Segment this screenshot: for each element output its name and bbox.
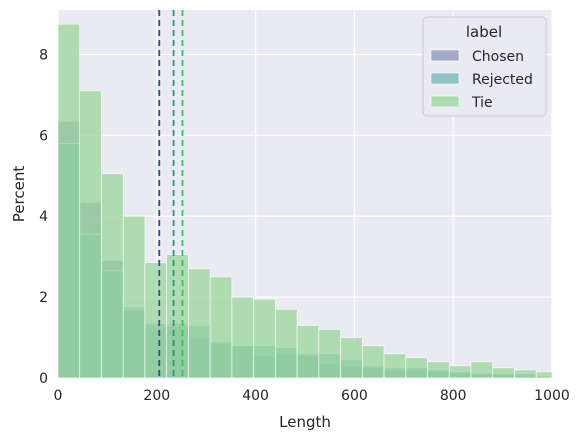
legend-label-tie: Tie xyxy=(471,95,493,111)
bar-tie xyxy=(470,361,494,379)
y-tick-label: 2 xyxy=(39,290,48,306)
x-tick-label: 600 xyxy=(341,388,368,404)
y-tick-label: 8 xyxy=(39,47,48,63)
x-tick-label: 800 xyxy=(440,388,467,404)
bar-tie xyxy=(57,23,81,379)
bar-tie xyxy=(188,268,211,379)
bar-tie xyxy=(492,367,515,379)
mean-lines xyxy=(158,10,184,378)
legend-swatch-chosen xyxy=(430,49,460,62)
bar-tie xyxy=(427,361,450,379)
legend-label-chosen: Chosen xyxy=(472,49,524,65)
y-tick-label: 4 xyxy=(39,209,48,225)
y-tick-labels: 0 2 4 6 8 xyxy=(39,47,48,387)
bar-tie xyxy=(362,345,385,379)
bar-tie xyxy=(79,90,102,379)
y-tick-label: 6 xyxy=(39,128,48,144)
bar-tie xyxy=(340,337,363,379)
bar-tie xyxy=(101,173,124,379)
bar-tie xyxy=(209,276,233,379)
x-tick-label: 0 xyxy=(54,388,63,404)
bar-tie xyxy=(166,254,189,379)
legend-box xyxy=(422,16,547,117)
bar-tie xyxy=(296,325,320,379)
legend-title: label xyxy=(466,23,502,41)
y-tick-label: 0 xyxy=(39,371,48,387)
bar-tie xyxy=(318,329,341,379)
x-axis-label: Length xyxy=(279,413,331,431)
bar-tie xyxy=(231,296,254,379)
bar-tie xyxy=(275,308,298,379)
y-axis-label: Percent xyxy=(10,166,28,223)
bar-tie xyxy=(405,357,428,379)
bar-tie xyxy=(514,369,537,379)
legend-label-rejected: Rejected xyxy=(472,72,533,88)
bar-tie xyxy=(535,371,553,379)
x-tick-label: 400 xyxy=(242,388,269,404)
x-tick-label: 200 xyxy=(143,388,170,404)
legend-items: Chosen Rejected Tie xyxy=(430,49,533,111)
legend-swatch-tie xyxy=(430,95,460,108)
bar-tie xyxy=(144,262,167,379)
series-tie xyxy=(57,23,553,379)
legend-swatch-rejected xyxy=(430,72,460,85)
bar-tie xyxy=(448,365,472,379)
bar-tie xyxy=(122,215,146,379)
bar-tie xyxy=(253,298,276,379)
x-tick-label: 1000 xyxy=(534,388,570,404)
bar-tie xyxy=(383,353,407,379)
histogram-bars xyxy=(57,23,553,379)
x-tick-labels: 0 200 400 600 800 1000 xyxy=(54,388,570,404)
legend: label Chosen Rejected Tie xyxy=(422,16,547,117)
